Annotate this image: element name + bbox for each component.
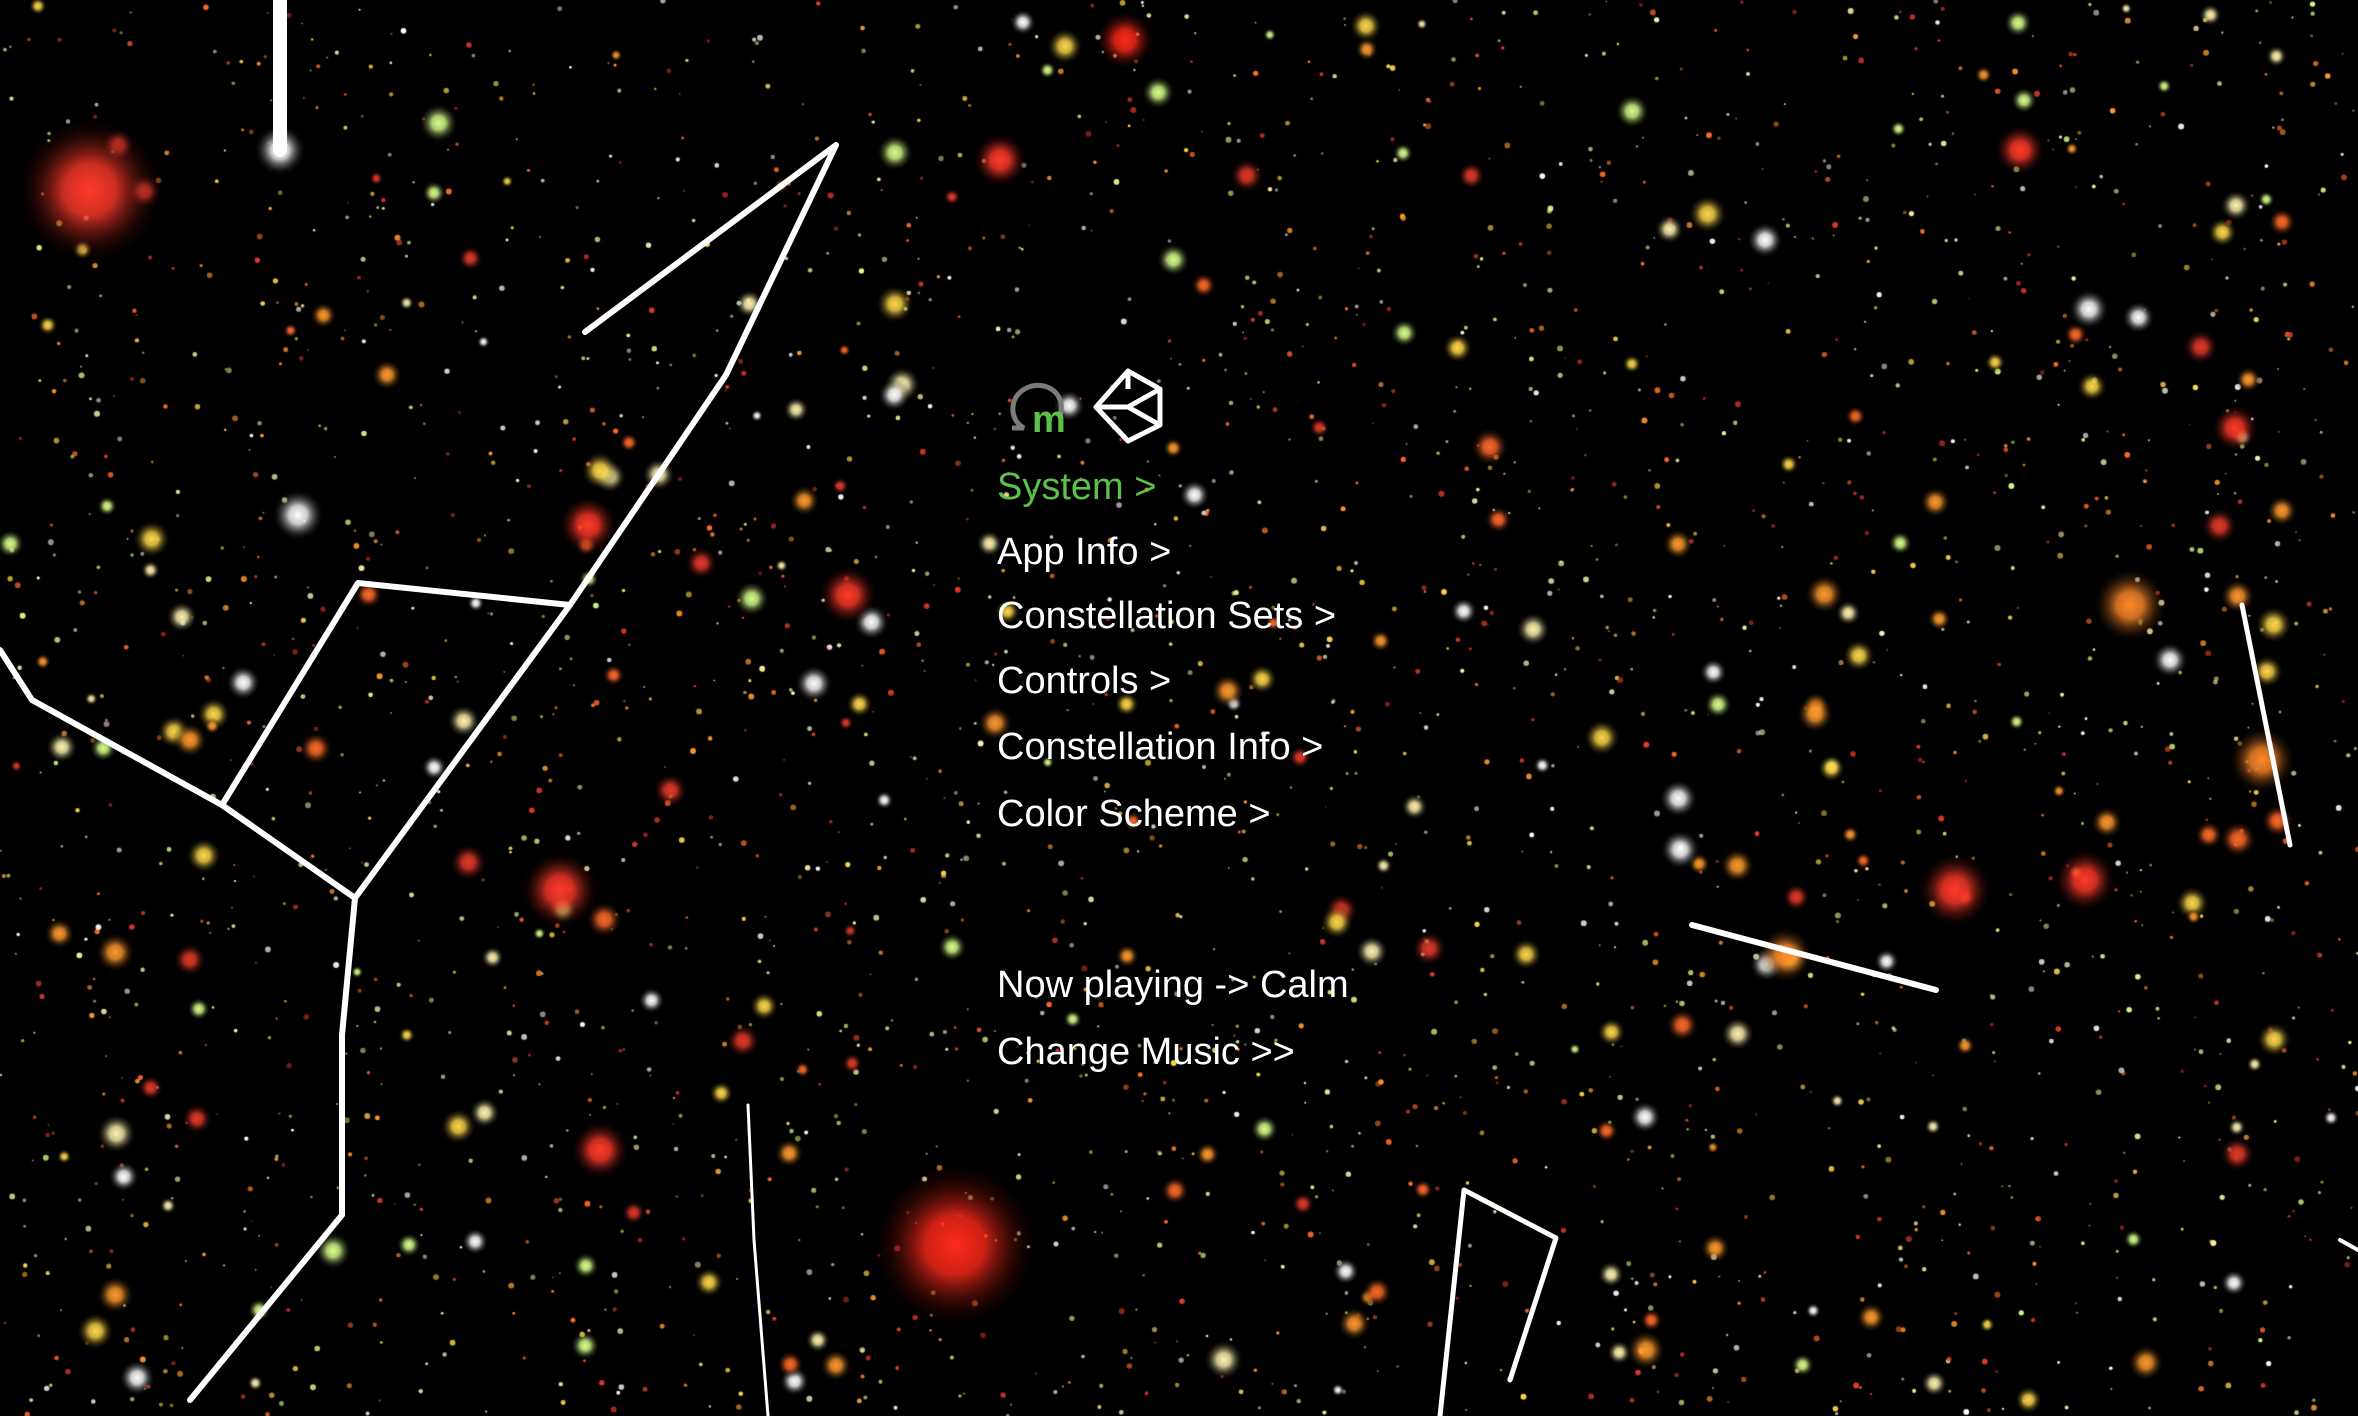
- main-menu: m System > App Info > Constellation Sets…: [980, 340, 1680, 1120]
- menu-item-controls[interactable]: Controls >: [997, 660, 1172, 702]
- now-playing-label: Now playing -> Calm: [997, 964, 1349, 1006]
- change-music-button[interactable]: Change Music >>: [997, 1031, 1295, 1073]
- menu-item-system[interactable]: System >: [997, 466, 1157, 508]
- menu-item-app-info[interactable]: App Info >: [997, 531, 1172, 573]
- unity-logo-icon: [1093, 368, 1163, 444]
- menu-item-constellation-info[interactable]: Constellation Info >: [997, 726, 1324, 768]
- menu-item-constellation-sets[interactable]: Constellation Sets >: [997, 595, 1337, 637]
- menu-item-color-scheme[interactable]: Color Scheme >: [997, 793, 1271, 835]
- logo-row: m: [998, 365, 1168, 445]
- svg-text:m: m: [1032, 399, 1066, 440]
- omega-m-logo-icon: m: [1010, 382, 1066, 440]
